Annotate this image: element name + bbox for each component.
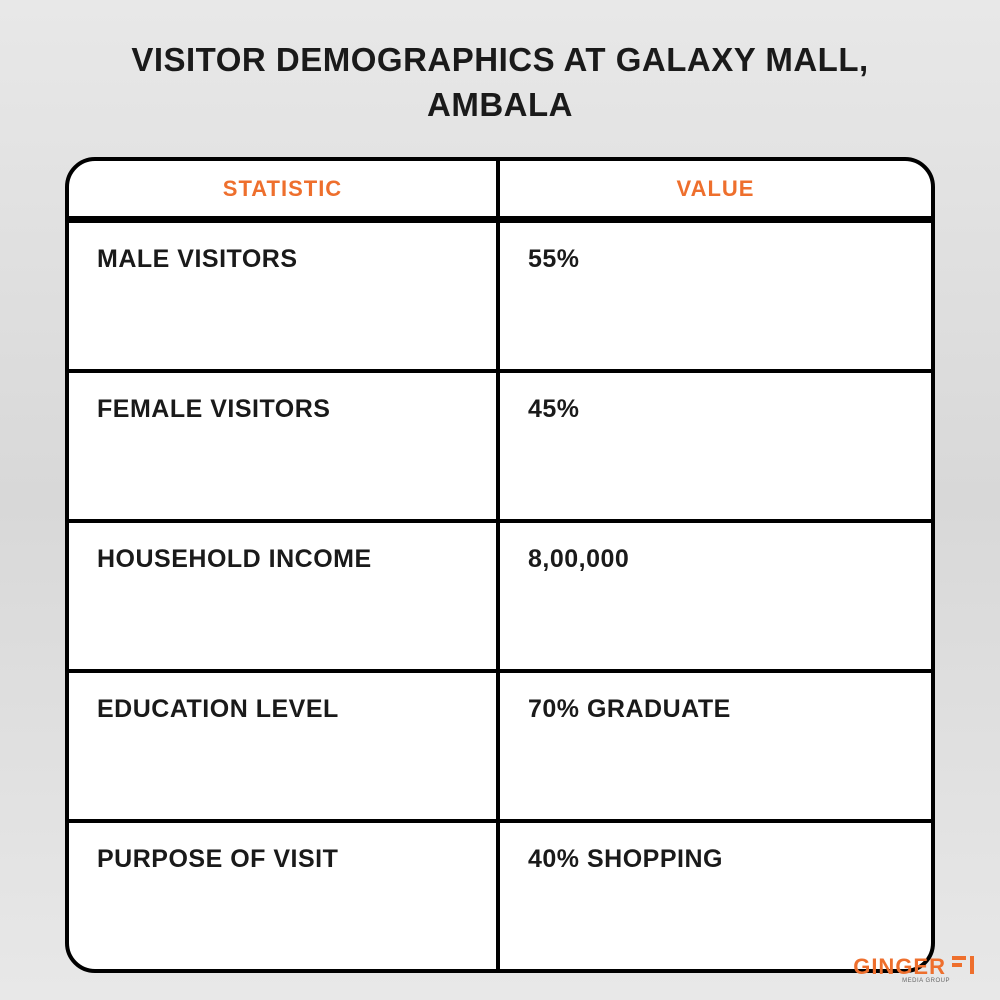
- table-row: EDUCATION LEVEL 70% GRADUATE: [69, 669, 931, 819]
- page-title: VISITOR DEMOGRAPHICS AT GALAXY MALL, AMB…: [0, 0, 1000, 157]
- cell-value: 70% GRADUATE: [500, 673, 931, 819]
- cell-statistic: MALE VISITORS: [69, 223, 500, 369]
- table-row: FEMALE VISITORS 45%: [69, 369, 931, 519]
- cell-value: 55%: [500, 223, 931, 369]
- table-row: PURPOSE OF VISIT 40% SHOPPING: [69, 819, 931, 969]
- cell-value: 8,00,000: [500, 523, 931, 669]
- cell-statistic: PURPOSE OF VISIT: [69, 823, 500, 969]
- table-row: MALE VISITORS 55%: [69, 219, 931, 369]
- cell-value: 40% SHOPPING: [500, 823, 931, 969]
- logo-text: GINGER: [853, 954, 946, 980]
- logo-icon: [952, 956, 974, 978]
- table-header-value: VALUE: [500, 161, 931, 219]
- cell-statistic: EDUCATION LEVEL: [69, 673, 500, 819]
- logo-subtext: MEDIA GROUP: [902, 978, 950, 984]
- table-row: HOUSEHOLD INCOME 8,00,000: [69, 519, 931, 669]
- table-header-row: STATISTIC VALUE: [69, 161, 931, 219]
- cell-value: 45%: [500, 373, 931, 519]
- table-header-statistic: STATISTIC: [69, 161, 500, 219]
- cell-statistic: FEMALE VISITORS: [69, 373, 500, 519]
- brand-logo: GINGER MEDIA GROUP: [853, 954, 974, 980]
- demographics-table: STATISTIC VALUE MALE VISITORS 55% FEMALE…: [65, 157, 935, 973]
- cell-statistic: HOUSEHOLD INCOME: [69, 523, 500, 669]
